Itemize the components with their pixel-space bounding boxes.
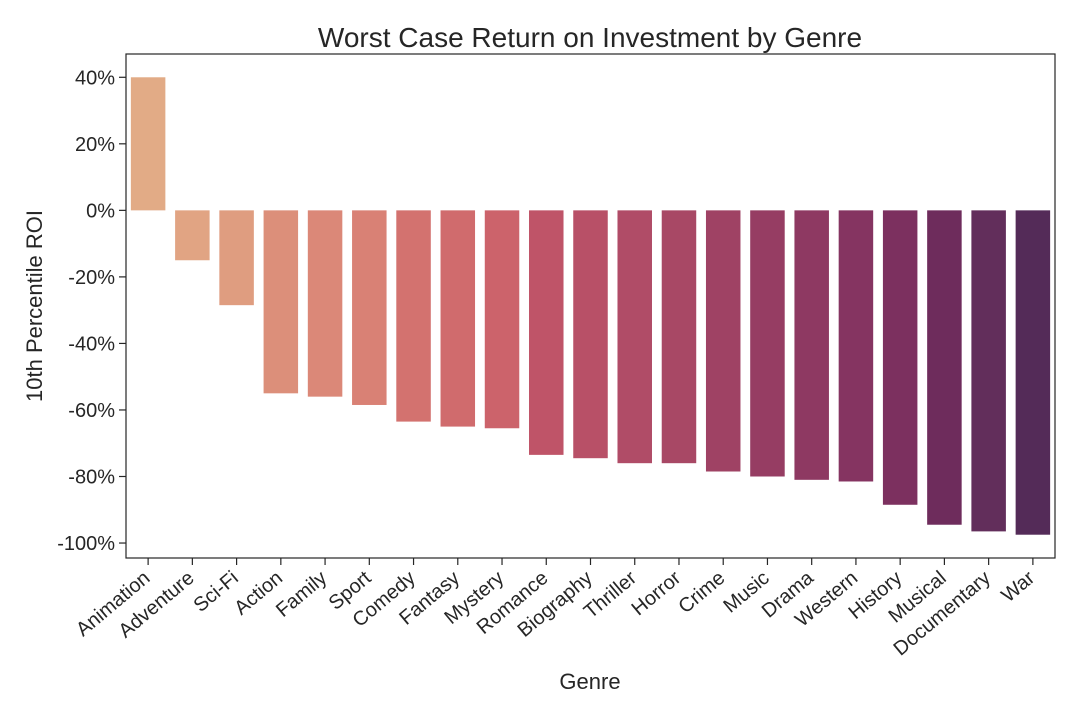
bar-adventure [175, 210, 210, 261]
chart-title: Worst Case Return on Investment by Genre [318, 22, 862, 53]
bar-music [750, 210, 785, 477]
bar-thriller [617, 210, 652, 464]
x-tick-label-horror: Horror [628, 567, 686, 620]
y-tick-label: -80% [68, 466, 115, 488]
bar-crime [705, 210, 741, 472]
x-axis-label: Genre [559, 669, 620, 694]
bar-documentary [971, 210, 1006, 532]
y-axis-label: 10th Percentile ROI [22, 210, 47, 402]
bar-biography [573, 210, 608, 459]
y-tick-label: 40% [75, 67, 115, 89]
bar-history [882, 210, 918, 505]
y-tick-label: -40% [68, 333, 115, 355]
bar-mystery [484, 210, 520, 429]
bar-western [838, 210, 874, 482]
y-tick-label: 0% [86, 200, 115, 222]
bar-fantasy [440, 210, 476, 427]
x-axis: AnimationAdventureSci-FiActionFamilySpor… [72, 558, 1039, 660]
y-axis: 40% 20% 0% -20% -40% -60% -80% -100% [57, 67, 126, 555]
bar-musical [927, 210, 962, 525]
bar-comedy [396, 210, 431, 422]
bar-romance [529, 210, 564, 455]
bar-drama [794, 210, 829, 480]
y-tick-label: -20% [68, 267, 115, 289]
x-tick-label-family: Family [272, 567, 331, 622]
x-tick-label-crime: Crime [674, 567, 729, 618]
bars-group [130, 77, 1051, 535]
bar-family [307, 210, 343, 397]
y-tick-label: 20% [75, 134, 115, 156]
bar-action [263, 210, 299, 394]
bar-war [1015, 210, 1051, 535]
bar-sport [352, 210, 387, 405]
bar-animation [130, 77, 166, 211]
y-tick-label: -100% [57, 533, 115, 555]
x-tick-label-war: War [997, 567, 1039, 607]
y-tick-label: -60% [68, 400, 115, 422]
bar-sci-fi [219, 210, 254, 306]
bar-horror [661, 210, 697, 464]
